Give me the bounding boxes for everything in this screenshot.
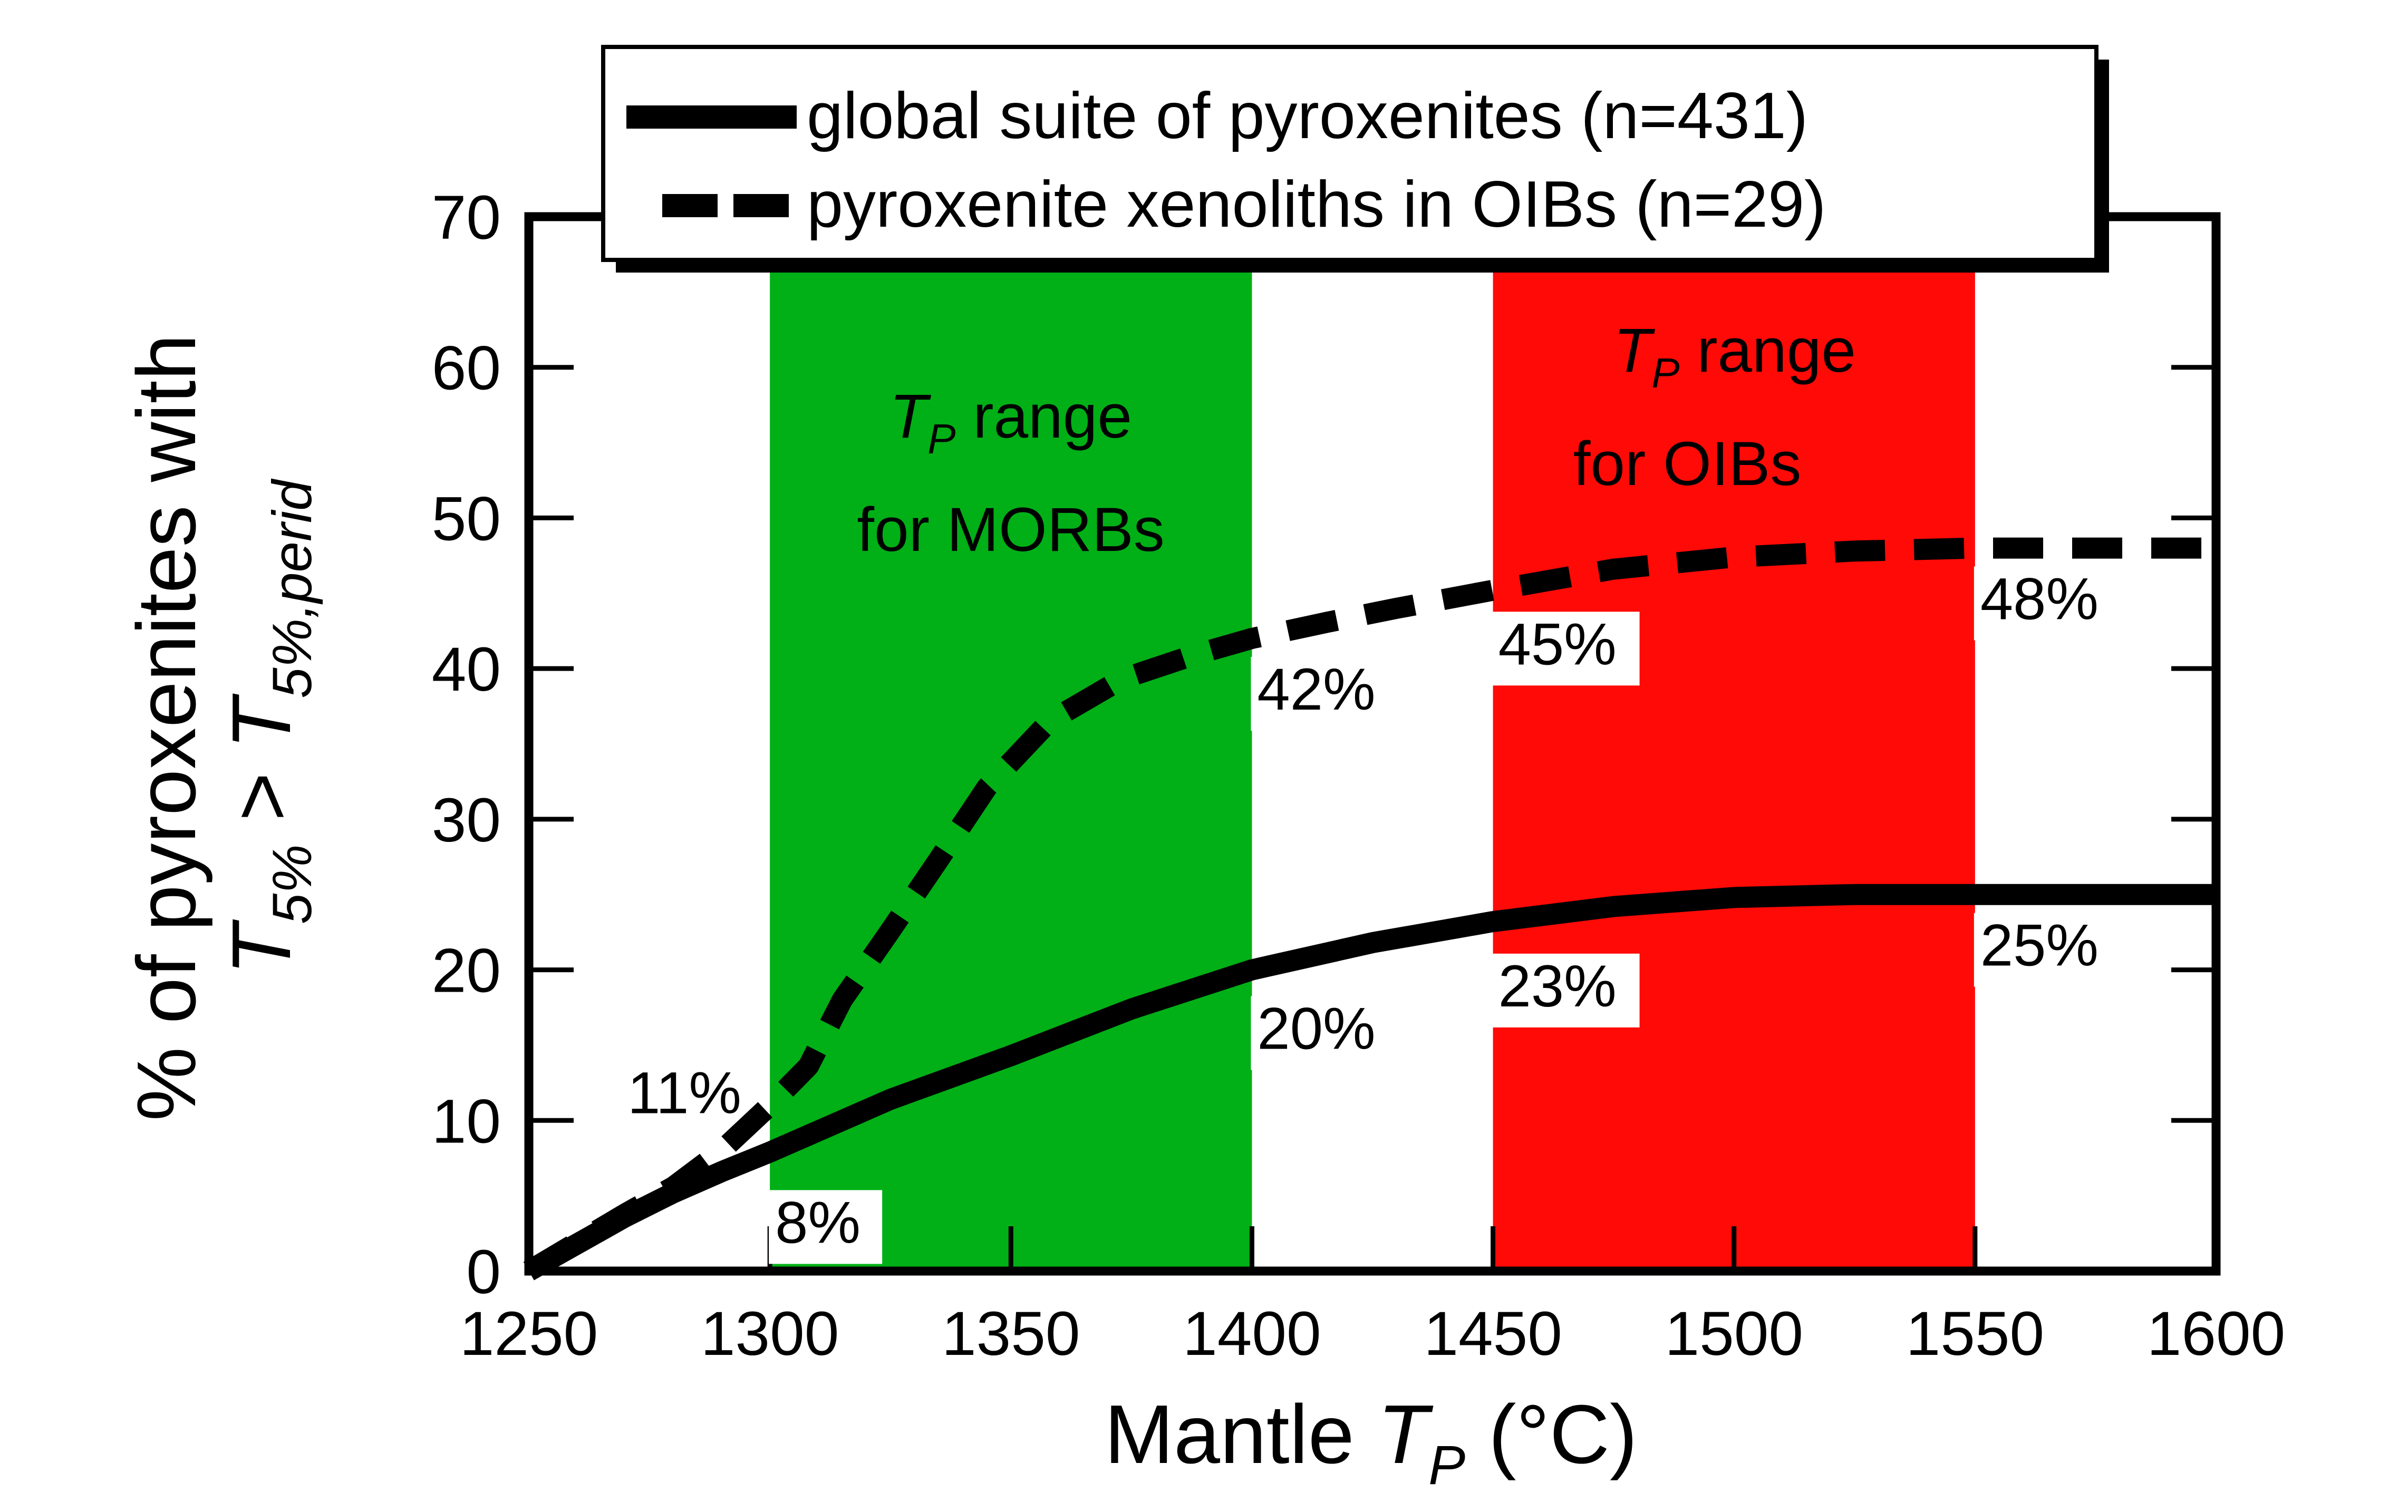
x-tick-labels: 1250 1300 1350 1400 1450 1500 1550 1600 bbox=[460, 1299, 2286, 1369]
pct-annotation-bg bbox=[1974, 913, 2122, 987]
legend-label-global-suite: global suite of pyroxenites (n=431) bbox=[807, 80, 1808, 152]
pct-annotation: 45% bbox=[1492, 611, 1640, 686]
y-tick-label: 50 bbox=[432, 484, 501, 554]
pct-annotation-text: 8% bbox=[775, 1189, 860, 1255]
oib-label-line1: TP range bbox=[1613, 316, 1856, 396]
oib-label-subscript: P bbox=[1651, 350, 1679, 396]
morb-label-subscript: P bbox=[927, 415, 955, 462]
y-axis-sub-a: 5% bbox=[262, 844, 323, 924]
legend-label-oib-xenoliths: pyroxenite xenoliths in OIBs (n=29) bbox=[807, 168, 1826, 241]
y-tick-label: 0 bbox=[466, 1237, 501, 1307]
pct-annotation-text: 11% bbox=[627, 1060, 741, 1126]
y-axis-relation: > bbox=[215, 749, 308, 844]
y-tick-label: 40 bbox=[432, 635, 501, 704]
pct-annotation-text: 20% bbox=[1257, 996, 1375, 1062]
pct-annotation: 48% bbox=[1974, 566, 2122, 641]
pct-annotation: 23% bbox=[1492, 953, 1640, 1028]
x-axis-title-subscript: P bbox=[1428, 1435, 1465, 1496]
morb-label-rest: range bbox=[955, 382, 1132, 451]
pct-annotation-text: 45% bbox=[1498, 611, 1617, 677]
morb-label-line1: TP range bbox=[889, 382, 1132, 462]
y-tick-label: 70 bbox=[432, 183, 501, 253]
x-axis-title-symbol: T bbox=[1378, 1388, 1434, 1481]
x-tick-label: 1400 bbox=[1183, 1299, 1321, 1369]
x-axis-title-suffix: (°C) bbox=[1465, 1388, 1637, 1481]
legend-box bbox=[601, 45, 2098, 262]
oib-tp-range-band bbox=[1493, 217, 1975, 1271]
oib-region-label: TP range for OIBs bbox=[1573, 316, 1856, 499]
pct-annotation-bg bbox=[1492, 953, 1640, 1028]
x-tick-label: 1550 bbox=[1906, 1299, 2045, 1369]
y-axis-title: % of pyroxenites with T5% > T5%,perid bbox=[120, 334, 323, 1121]
x-axis-title: Mantle TP (°C) bbox=[1104, 1388, 1637, 1496]
annotations: 8% 20% 23% 25% 11% 42% 45% 48% bbox=[627, 566, 2122, 1264]
series-line-oib-xenoliths bbox=[523, 537, 2216, 1281]
pct-annotation: 25% bbox=[1974, 913, 2122, 987]
oib-label-rest: range bbox=[1679, 316, 1856, 385]
y-tick-label: 60 bbox=[432, 334, 501, 403]
y-axis-sub-b: 5%,perid bbox=[262, 478, 323, 699]
y-tick-label: 10 bbox=[432, 1087, 501, 1156]
x-tick-label: 1250 bbox=[460, 1299, 598, 1369]
legend: global suite of pyroxenites (n=431) pyro… bbox=[601, 45, 2109, 273]
shaded-regions bbox=[770, 217, 1975, 1271]
y-axis-symbol-a: T bbox=[215, 919, 308, 975]
morb-label-line2: for MORBs bbox=[857, 495, 1165, 565]
pct-annotation: 20% bbox=[1251, 996, 1399, 1070]
y-tick-label: 30 bbox=[432, 786, 501, 855]
pct-annotation-bg bbox=[769, 1190, 883, 1264]
x-tick-label: 1350 bbox=[942, 1299, 1080, 1369]
pct-annotation-text: 42% bbox=[1257, 656, 1375, 722]
y-axis-symbol-b: T bbox=[215, 693, 308, 749]
pct-annotation-text: 48% bbox=[1980, 566, 2098, 632]
morb-region-label: TP range for MORBs bbox=[857, 382, 1165, 565]
morb-tp-range-band bbox=[770, 217, 1252, 1271]
y-tick-labels: 0 10 20 30 40 50 60 70 bbox=[432, 183, 501, 1307]
y-axis-title-line1: % of pyroxenites with bbox=[120, 334, 213, 1121]
pct-annotation-bg bbox=[1251, 996, 1399, 1070]
pct-annotation-text: 23% bbox=[1498, 953, 1617, 1019]
x-tick-label: 1300 bbox=[701, 1299, 839, 1369]
pct-annotation-text: 25% bbox=[1980, 913, 2098, 978]
morb-label-symbol: T bbox=[889, 382, 932, 451]
y-tick-label: 20 bbox=[432, 936, 501, 1006]
pct-annotation-bg bbox=[1251, 657, 1399, 731]
x-axis-title-prefix: Mantle bbox=[1104, 1388, 1377, 1481]
x-tick-label: 1450 bbox=[1424, 1299, 1562, 1369]
x-tick-label: 1500 bbox=[1665, 1299, 1803, 1369]
oib-label-symbol: T bbox=[1613, 316, 1656, 385]
y-axis-title-line2: T5% > T5%,perid bbox=[215, 478, 323, 975]
pct-annotation: 8% bbox=[769, 1189, 883, 1264]
pct-annotation-bg bbox=[1974, 566, 2122, 641]
pct-annotation: 11% bbox=[627, 1060, 741, 1126]
x-tick-label: 1600 bbox=[2147, 1299, 2286, 1369]
pct-annotation-bg bbox=[1492, 612, 1640, 686]
oib-label-line2: for OIBs bbox=[1573, 429, 1802, 499]
pct-annotation: 42% bbox=[1251, 656, 1399, 731]
